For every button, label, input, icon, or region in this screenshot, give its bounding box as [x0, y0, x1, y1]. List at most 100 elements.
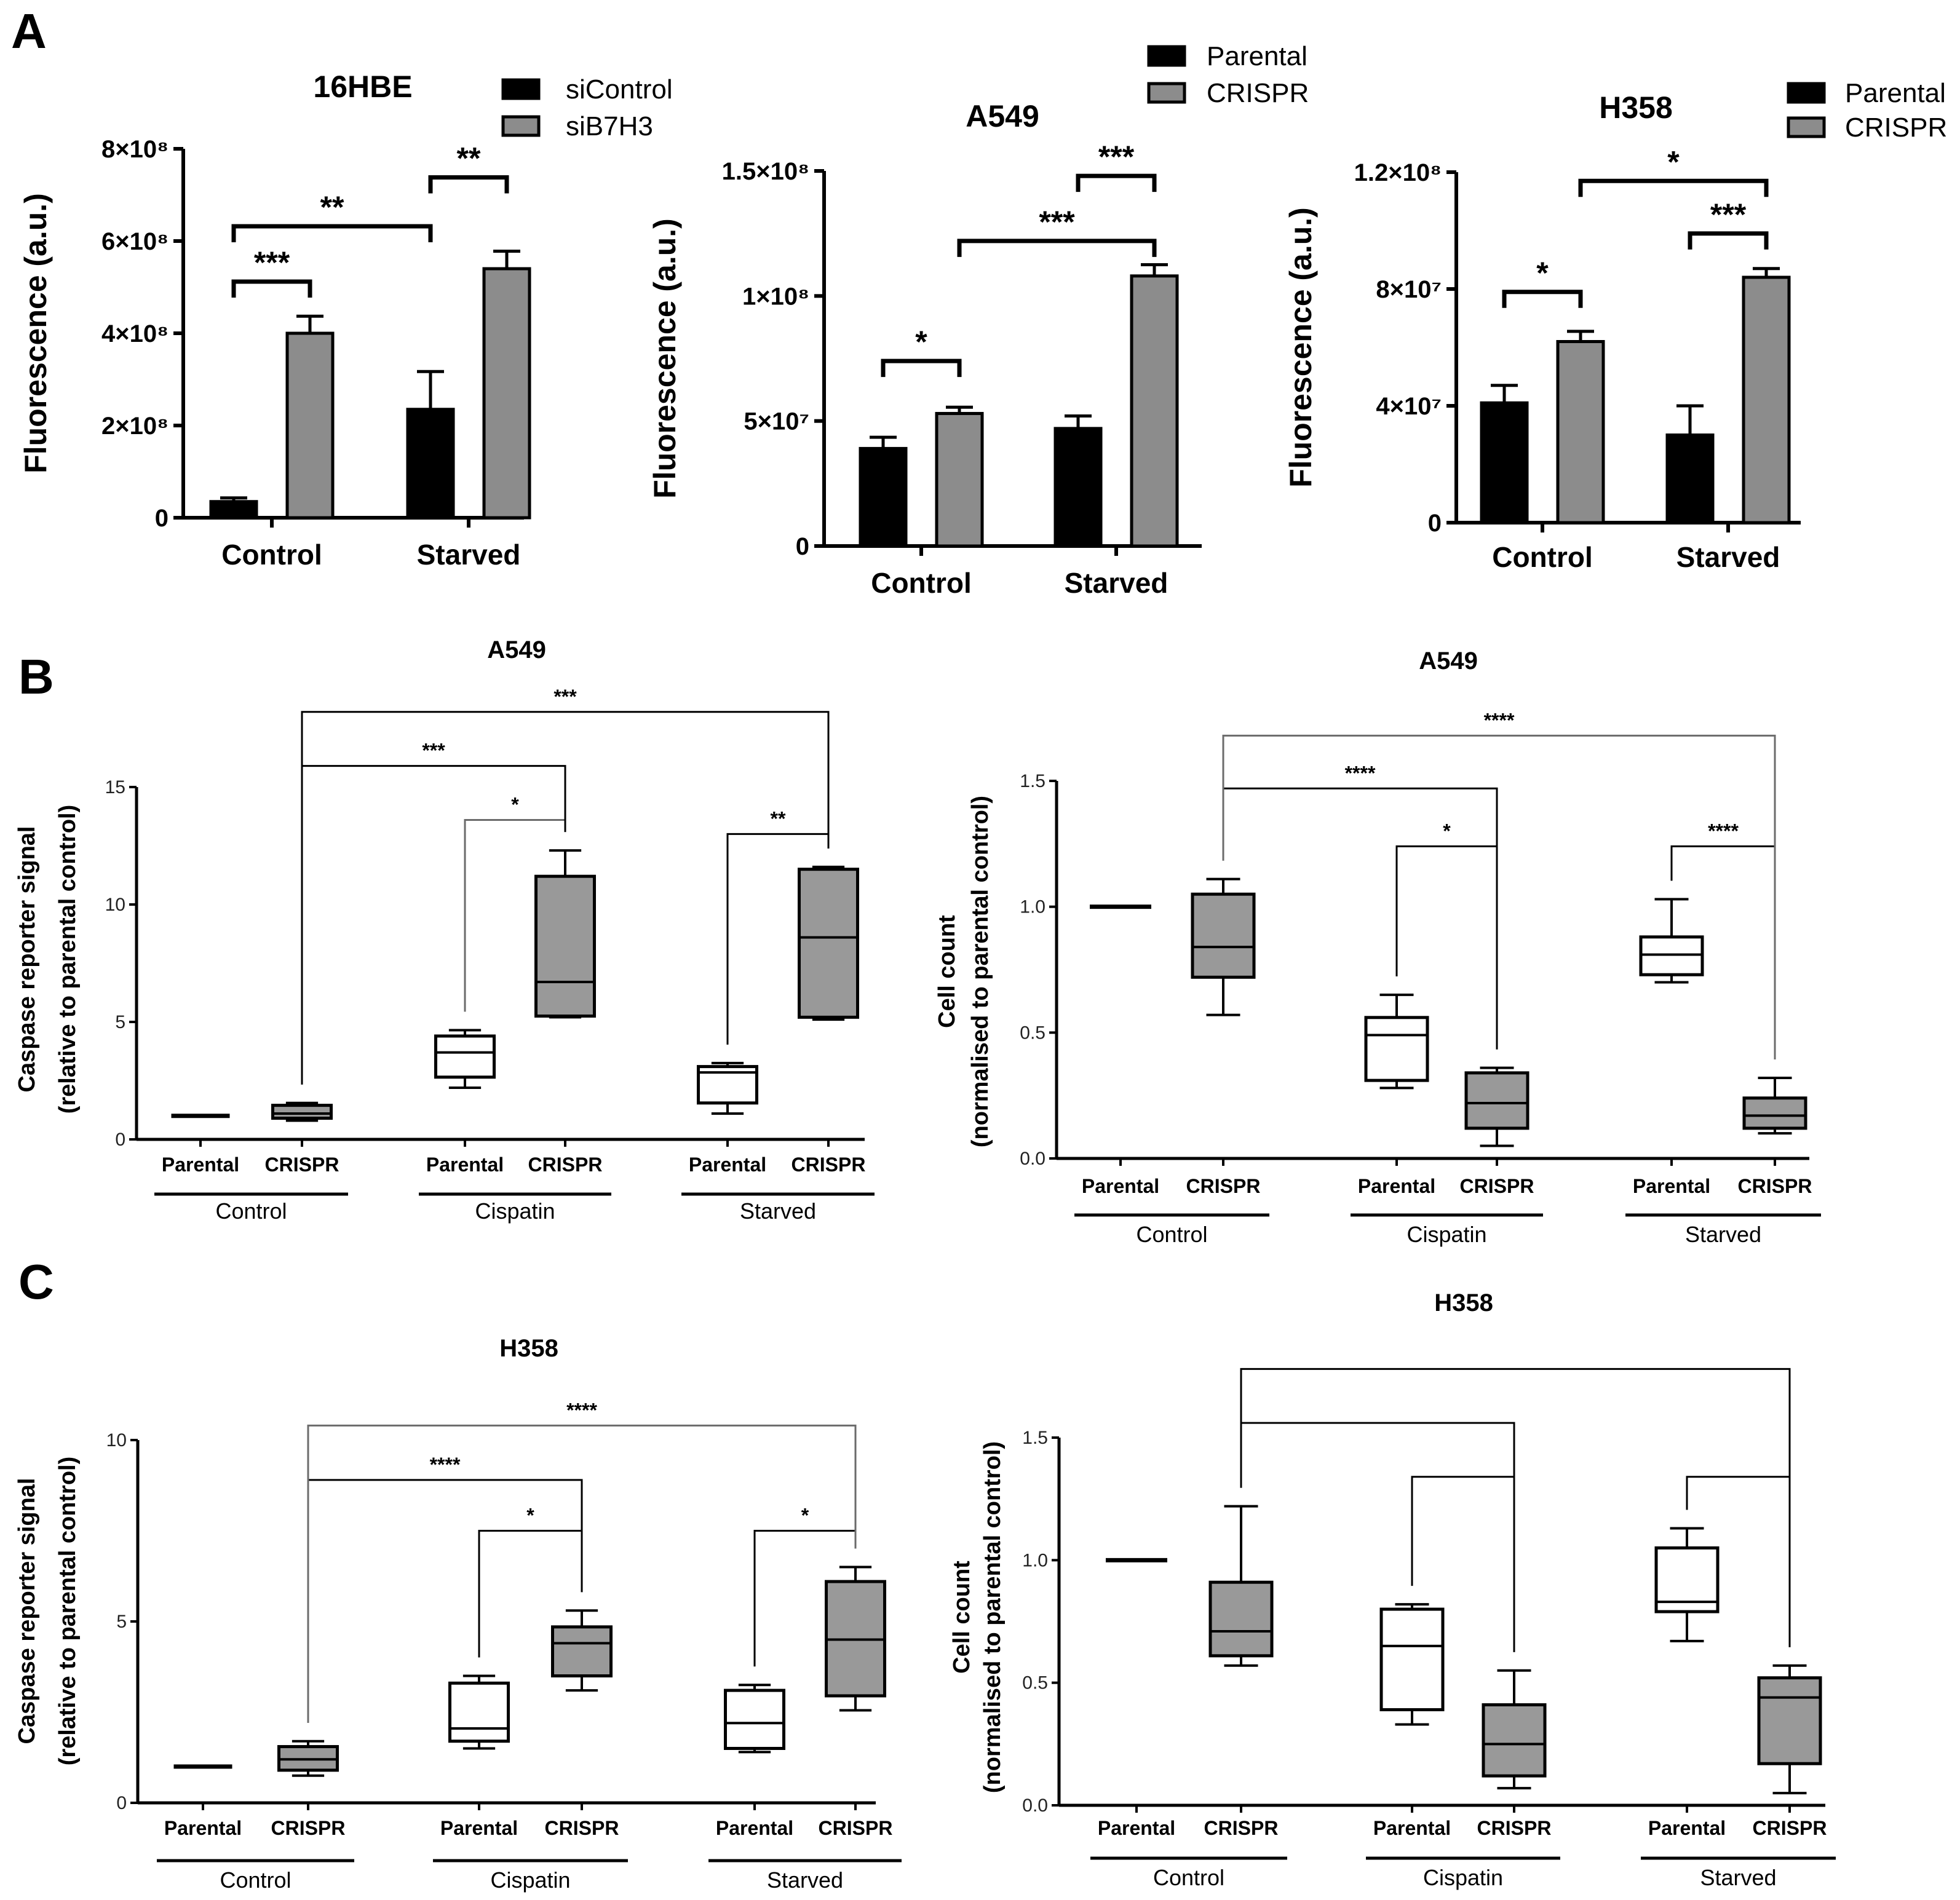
legend-label: Parental [1845, 78, 1946, 108]
significance-label: **** [1484, 709, 1515, 731]
significance-label: * [1443, 820, 1451, 842]
box-iqr [1464, 1071, 1530, 1130]
y-axis-label: Cell count [949, 1561, 975, 1674]
significance-label: **** [1708, 820, 1739, 842]
bar-chart-a3: H358 0 4×10⁷ 8×10⁷ 1.2×10⁸ Control Starved Fluo… [1284, 78, 1947, 573]
significance-label: * [1536, 256, 1549, 290]
group-label: Cispatin [1423, 1865, 1503, 1890]
significance-label: *** [553, 686, 577, 708]
significance-bracket [231, 279, 312, 298]
y-tick-label: 5 [115, 1012, 125, 1032]
y-tick-label: 0 [796, 533, 809, 560]
bar-parental-starved [1053, 427, 1103, 548]
y-tick-label: 15 [105, 777, 125, 798]
group-label: Cispatin [475, 1198, 555, 1224]
legend-swatch [1147, 82, 1186, 104]
y-tick-label: 5×10⁷ [744, 408, 809, 435]
box-iqr [1482, 1703, 1547, 1778]
x-tick-label: Control [871, 567, 972, 599]
legend-label: siControl [566, 74, 673, 105]
x-tick-label: Parental [440, 1817, 518, 1839]
y-axis-label: (normalised to parental control) [980, 1441, 1006, 1793]
y-tick-label: 1×10⁸ [742, 283, 809, 310]
x-tick-label: CRISPR [1753, 1817, 1827, 1839]
box-iqr [551, 1625, 613, 1678]
box-iqr [798, 868, 859, 1019]
x-tick-label: Parental [1082, 1175, 1159, 1197]
significance-label: ** [320, 190, 344, 224]
x-tick-label: CRISPR [819, 1817, 893, 1839]
y-tick-label: 6×10⁸ [101, 228, 169, 255]
group-label: Starved [1700, 1865, 1776, 1890]
y-tick-label: 0 [116, 1793, 127, 1813]
y-tick-label: 10 [105, 895, 125, 915]
y-axis-label: (normalised to parental control) [967, 796, 993, 1147]
significance-bracket [1688, 231, 1769, 250]
x-tick-label: CRISPR [265, 1154, 339, 1176]
box-iqr [434, 1034, 496, 1079]
box-iqr [1742, 1096, 1807, 1130]
group-label: Cispatin [1407, 1222, 1486, 1247]
bar-crispr-starved [1130, 274, 1179, 548]
y-tick-label: 0 [1428, 510, 1442, 537]
y-tick-label: 4×10⁷ [1376, 393, 1442, 420]
x-tick-label: Control [1492, 541, 1593, 573]
chart-title: A549 [1419, 647, 1478, 675]
significance-label: * [511, 793, 519, 815]
group-label: Starved [740, 1198, 816, 1224]
significance-bracket [301, 765, 566, 1085]
significance-label: * [1667, 144, 1680, 179]
legend-label: Parental [1207, 41, 1307, 71]
box-iqr [1639, 935, 1704, 976]
panel-label-b: B [18, 649, 54, 704]
y-tick-label: 0 [155, 505, 169, 532]
y-axis-label: (relative to parental control) [55, 805, 81, 1114]
y-tick-label: 8×10⁸ [101, 136, 169, 163]
box-iqr [1208, 1580, 1274, 1658]
box-plot-b1: A549 0 5 10 15 Parental CRISPR Parental CRISPR Pa… [14, 636, 875, 1224]
panel-label-c: C [18, 1254, 54, 1309]
group-label: Control [215, 1198, 287, 1224]
significance-label: *** [1098, 140, 1135, 174]
x-tick-label: Parental [1358, 1175, 1435, 1197]
y-tick-label: 0.5 [1020, 1023, 1045, 1043]
significance-label: **** [566, 1399, 597, 1421]
group-label: Control [1153, 1865, 1224, 1890]
bar-crispr-control [1556, 340, 1605, 524]
y-axis-label: Caspase reporter signal [14, 826, 40, 1093]
bar-sicontrol-control [209, 500, 258, 520]
bar-crispr-control [935, 411, 984, 548]
bar-crispr-starved [1742, 275, 1791, 524]
y-tick-label: 0.0 [1022, 1795, 1048, 1816]
box-iqr [1191, 892, 1256, 979]
y-tick-label: 1.5 [1022, 1428, 1048, 1448]
x-tick-label: CRISPR [1460, 1175, 1534, 1197]
legend-swatch [1787, 116, 1826, 138]
y-tick-label: 1.0 [1020, 897, 1045, 917]
x-tick-label: Parental [1648, 1817, 1726, 1839]
significance-bracket [1502, 290, 1583, 308]
significance-label: * [915, 325, 927, 359]
y-tick-label: 10 [106, 1430, 127, 1451]
x-tick-label: CRISPR [1204, 1817, 1279, 1839]
x-tick-label: CRISPR [1738, 1175, 1812, 1197]
y-tick-label: 1.5×10⁸ [722, 158, 809, 185]
y-axis-label: Cell count [934, 915, 960, 1028]
significance-label: *** [1039, 205, 1075, 239]
box-iqr [271, 1104, 333, 1120]
group-label: Control [1136, 1222, 1207, 1247]
y-tick-label: 0.0 [1020, 1149, 1045, 1169]
x-tick-label: Parental [426, 1154, 504, 1176]
box-iqr [534, 874, 596, 1018]
chart-title: A549 [487, 636, 546, 663]
x-tick-label: CRISPR [792, 1154, 866, 1176]
bar-chart-a2: A549 0 5×10⁷ 1×10⁸ 1.5×10⁸ Control Starved Fluo… [648, 41, 1309, 599]
chart-title: A549 [966, 99, 1039, 133]
y-tick-label: 5 [116, 1612, 127, 1632]
charts-layer: 16HBE 0 2×10⁸ 4×10⁸ 6×10⁸ 8×10⁸ Control Starved… [14, 41, 1947, 1893]
x-tick-label: CRISPR [271, 1817, 346, 1839]
significance-bracket [301, 711, 830, 1085]
legend-swatch [501, 115, 541, 137]
y-tick-label: 8×10⁷ [1376, 276, 1442, 303]
